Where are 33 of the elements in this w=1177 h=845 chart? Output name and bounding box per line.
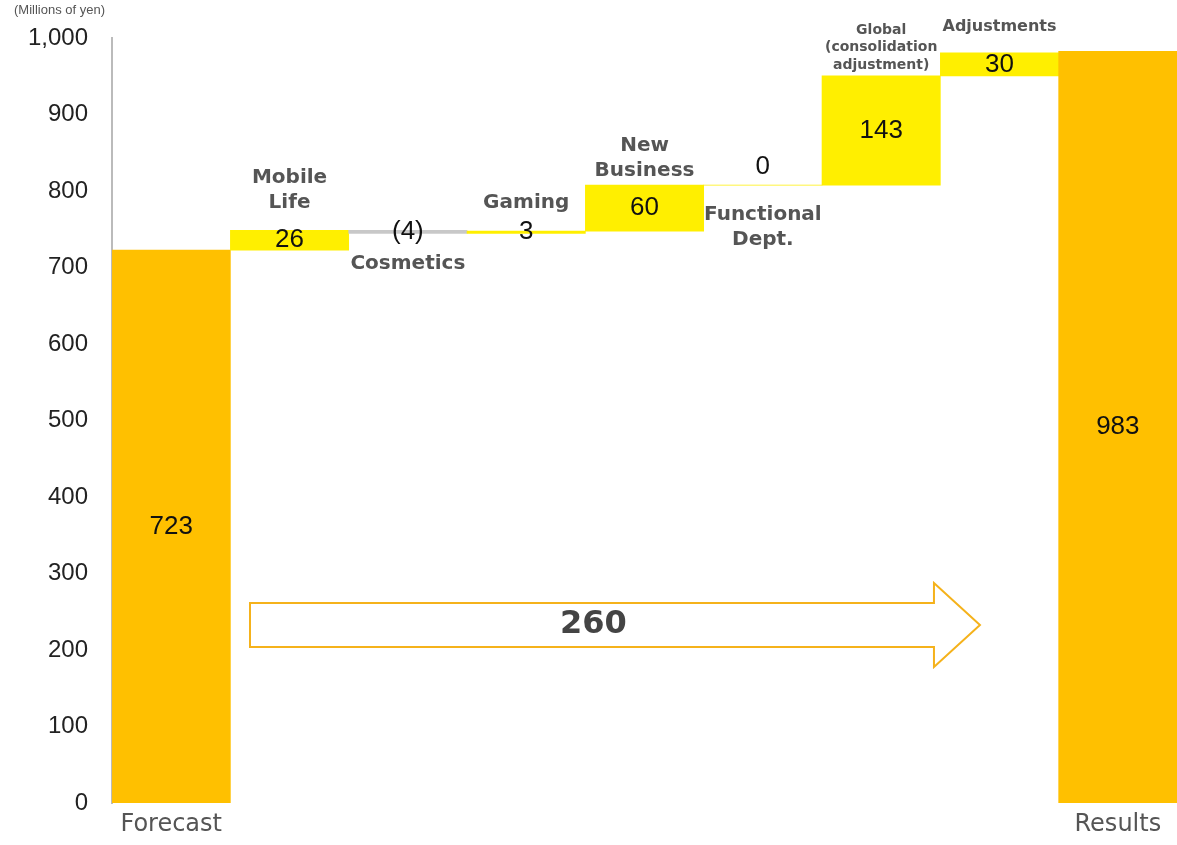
- y-tick-label: 300: [48, 558, 89, 586]
- x-tick-label: Cosmetics: [350, 249, 466, 274]
- x-tick-label: Functional Dept.: [703, 201, 822, 251]
- y-tick-label: 0: [74, 787, 89, 815]
- bar: [112, 249, 231, 803]
- x-tick-label: Adjustments: [942, 16, 1057, 36]
- x-tick-label: Gaming: [483, 189, 570, 214]
- bar: [230, 229, 350, 251]
- y-axis-title: (Millions of yen): [14, 2, 106, 17]
- y-tick-label: 900: [48, 99, 89, 127]
- x-tick-label: Global (consolidation adjustment): [824, 20, 938, 72]
- data-label: 60: [630, 191, 659, 222]
- y-tick-label: 200: [48, 634, 89, 662]
- data-label: 983: [1096, 410, 1140, 441]
- data-label: 723: [149, 509, 193, 540]
- data-label: 30: [985, 47, 1014, 78]
- y-tick-label: 400: [48, 481, 89, 509]
- x-tick-label: Mobile Life: [251, 163, 328, 213]
- data-label: (4): [391, 215, 424, 246]
- y-tick-label: 600: [48, 328, 89, 356]
- y-tick-label: 700: [48, 252, 89, 280]
- data-label: 26: [275, 223, 305, 254]
- annotation: 260: [559, 603, 627, 642]
- y-tick-label: 800: [48, 175, 89, 203]
- x-tick-label: Forecast: [120, 809, 222, 838]
- data-label: 143: [859, 113, 903, 144]
- data-label: 0: [755, 150, 771, 181]
- y-tick-label: 500: [48, 405, 89, 433]
- x-tick-label: Results: [1074, 809, 1162, 838]
- bar: [1058, 51, 1177, 803]
- y-tick-label: 1,000: [28, 23, 89, 51]
- y-tick-label: 100: [48, 711, 89, 739]
- x-tick-label: New Business: [594, 132, 695, 182]
